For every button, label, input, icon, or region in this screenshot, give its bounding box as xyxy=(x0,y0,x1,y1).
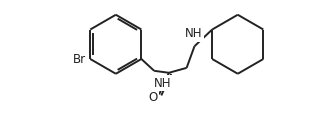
Text: Br: Br xyxy=(73,52,86,65)
Text: O: O xyxy=(149,91,158,104)
Text: NH: NH xyxy=(185,27,202,40)
Text: NH: NH xyxy=(154,77,172,90)
